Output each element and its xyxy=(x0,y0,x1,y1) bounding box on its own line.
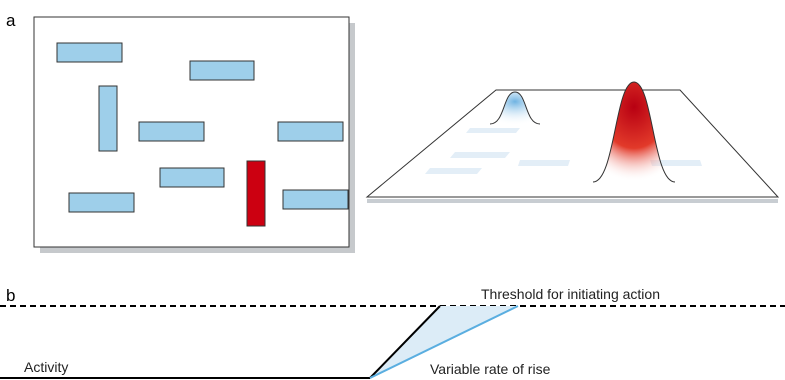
rate-label: Variable rate of rise xyxy=(430,361,551,377)
distractor-item xyxy=(68,192,135,213)
distractor-item xyxy=(189,60,255,81)
distractor-item xyxy=(277,121,344,142)
distractor-item xyxy=(138,121,205,142)
threshold-label: Threshold for initiating action xyxy=(481,286,660,302)
activity-plane xyxy=(365,89,780,198)
distractor-item xyxy=(98,85,118,152)
distractor-item xyxy=(56,42,123,63)
panel-a-label: a xyxy=(6,11,16,30)
panel-b-label: b xyxy=(6,286,15,305)
small-peak xyxy=(489,91,541,125)
fast-rise-line xyxy=(369,305,441,379)
slow-rise-line xyxy=(369,305,519,379)
distractor-items xyxy=(56,42,349,213)
target-item xyxy=(246,160,266,227)
plane-shadow xyxy=(367,199,778,203)
activity-label: Activity xyxy=(24,359,68,375)
distractor-item xyxy=(282,189,349,210)
projected-items xyxy=(425,128,702,174)
large-peak xyxy=(592,81,676,183)
distractor-item xyxy=(159,167,225,188)
